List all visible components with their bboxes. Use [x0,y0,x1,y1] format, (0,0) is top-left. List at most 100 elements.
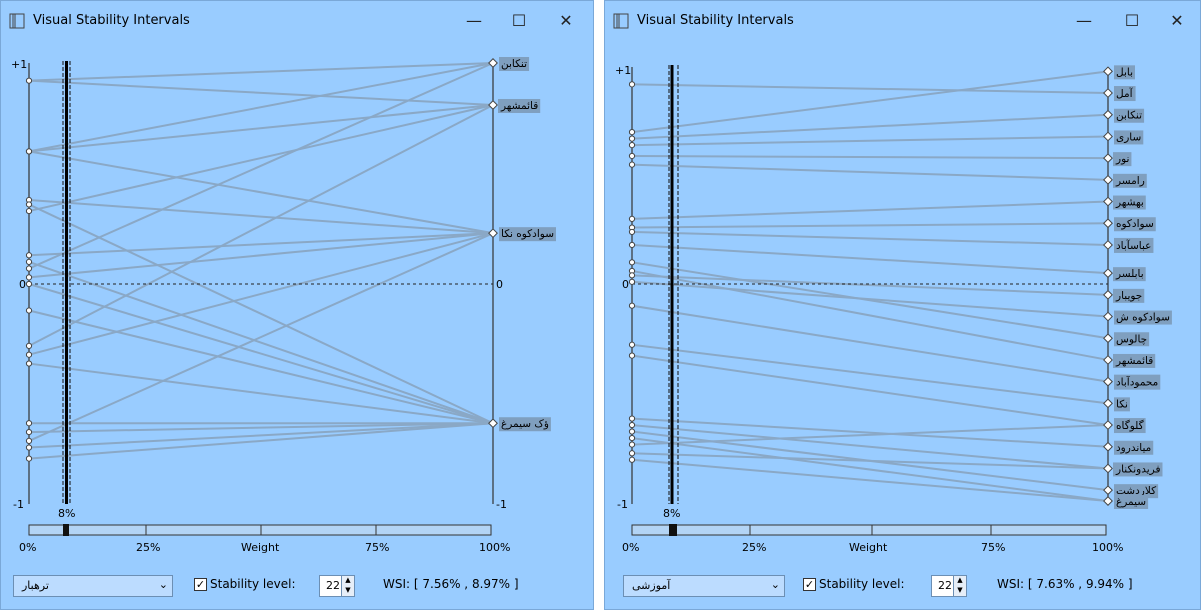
spin-down-icon[interactable]: ▼ [953,586,966,596]
ranking-label-bg [1113,353,1156,368]
left-point [628,434,636,442]
ranking-label-bg [1113,152,1132,167]
title-bar[interactable]: Visual Stability Intervals — ☐ ✕ [1,1,593,41]
ranking-label: قائمشهر [1115,355,1153,367]
left-points [628,81,636,463]
stability-checkbox[interactable]: ✓ [194,578,207,591]
right-point [1103,485,1113,496]
x-axis-label: Weight [849,541,888,554]
maximize-button[interactable]: ☐ [511,11,527,30]
right-point [1103,196,1113,207]
left-point [25,265,33,272]
maximize-button[interactable]: ☐ [1124,11,1140,30]
ranking-label: چالوس [1116,333,1147,345]
ranking-label-bg [1114,484,1159,499]
left-point [25,252,33,259]
x-tick-75: 75% [365,541,389,554]
ranking-line [28,103,494,153]
close-button[interactable]: ✕ [1170,11,1184,30]
right-point [1103,131,1113,142]
x-tick-100: 100% [1092,541,1123,554]
right-point [1103,311,1113,322]
right-point [1103,463,1113,474]
left-point [628,421,636,429]
weight-slider[interactable] [631,524,1107,536]
y-label-zero: 0 [622,278,629,291]
ranking-line [28,203,494,425]
ranking-label: گلوگاه [1116,419,1144,432]
chevron-down-icon: ⌄ [770,578,780,591]
ranking-line [631,163,1109,181]
title-bar[interactable]: Visual Stability Intervals — ☐ ✕ [605,1,1200,41]
right-point [1103,268,1113,279]
y-label-bottom: -1 [617,498,628,511]
spin-up-icon[interactable]: ▲ [341,576,354,586]
weight-marker-label: 8% [663,507,680,520]
ranking-label-bg [1114,332,1150,347]
left-point [628,352,636,359]
right-point [488,58,498,68]
ranking-label: نکا [1116,398,1128,410]
y-label-top: +1 [615,64,631,77]
ranking-line [631,280,1109,318]
right-point [1103,88,1113,98]
close-button[interactable]: ✕ [559,11,573,30]
left-point [628,302,636,309]
control-bar: آموزشی ⌄ ✓ Stability level: 22 ▲ ▼ WSI: … [605,569,1200,605]
stability-level-spinner[interactable]: 22 ▲ ▼ [931,575,967,597]
ranking-line [28,232,494,279]
stability-checkbox[interactable]: ✓ [803,578,816,591]
ranking-line [631,135,1109,147]
right-point [488,228,498,239]
category-dropdown-value: ترهبار [22,579,49,592]
category-dropdown[interactable]: ترهبار ⌄ [13,575,173,597]
ranking-line [631,83,1109,95]
left-point [628,152,636,160]
ranking-line [28,309,494,425]
ranking-line [631,354,1109,427]
left-point [25,351,33,358]
spin-up-icon[interactable]: ▲ [953,576,966,586]
ranking-label-bg [1113,267,1146,282]
stability-level-spinner[interactable]: 22 ▲ ▼ [319,575,355,597]
ranking-label-bg [1114,108,1145,123]
weight-slider-thumb[interactable] [63,524,69,536]
minimize-button[interactable]: — [466,11,482,30]
ranking-line [28,260,494,425]
left-point [628,215,636,222]
ranking-label: بهشهر [1115,197,1144,209]
ranking-label-bg [1114,86,1136,102]
minimize-button[interactable]: — [1076,11,1092,30]
weight-slider[interactable] [28,524,492,536]
y-label-top: +1 [11,58,27,71]
ranking-line [631,113,1109,140]
ranking-line [631,70,1109,134]
right-point [1103,153,1113,164]
ranking-label-bg [1114,130,1144,145]
spin-down-icon[interactable]: ▼ [341,586,354,596]
category-dropdown[interactable]: آموزشی ⌄ [623,575,785,597]
chevron-down-icon: ⌄ [158,578,168,591]
left-point [628,278,636,285]
right-point [488,418,498,429]
ranking-label: تنکابن [501,58,527,70]
x-tick-25: 25% [742,541,766,554]
right-labels: تنکابن قائمشهر سوادکوه نکا ؤک سیمرغ [488,57,556,432]
ranking-line [631,274,1109,296]
weight-slider-thumb[interactable] [669,524,677,536]
ranking-line [631,424,1109,446]
ranking-label: سیمرغ [1116,496,1146,508]
ranking-line [631,200,1109,220]
window-title: Visual Stability Intervals [637,13,794,28]
x-tick-0: 0% [622,541,639,554]
left-point [628,272,636,279]
control-bar: ترهبار ⌄ ✓ Stability level: 22 ▲ ▼ WSI: … [1,569,593,605]
ranking-label: جویبار [1115,290,1142,302]
y-label-zero: 0 [19,278,26,291]
right-point [1103,496,1113,506]
stability-window-right: Visual Stability Intervals — ☐ ✕ +1 0 -1… [604,0,1201,610]
right-point [1103,420,1113,430]
right-point [1103,289,1113,300]
left-point [25,437,33,445]
right-point [1103,398,1113,409]
